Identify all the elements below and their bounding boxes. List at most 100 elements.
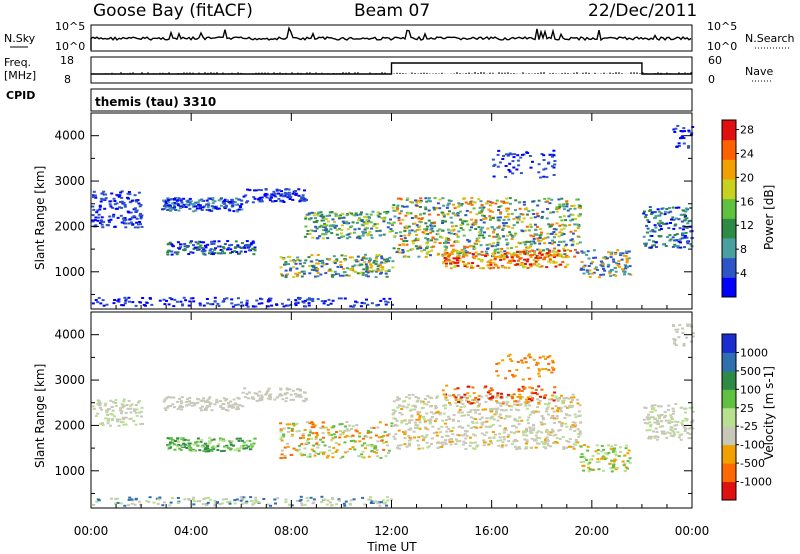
velocity-cell [648,429,652,432]
power-cell [409,248,413,251]
power-cell [622,254,626,257]
power-cell [116,207,119,210]
power-cell [383,258,387,261]
power-cell [168,204,172,207]
velocity-cell [490,389,494,392]
velocity-cell [495,370,499,373]
power-cell [319,211,323,214]
velocity-cell [496,392,500,395]
power-cell [673,243,677,246]
power-cell [572,204,576,207]
power-cell [303,262,307,264]
power-cell [192,210,196,213]
velocity-cell [686,323,689,326]
velocity-cell [269,504,272,507]
power-cell [546,253,550,256]
velocity-cell [317,444,321,446]
velocity-cell [120,410,124,413]
power-cell [348,236,352,239]
power-cell [272,200,275,203]
velocity-cell [420,401,424,404]
velocity-cell [564,413,568,416]
power-cell [97,297,101,299]
power-cell [107,219,111,222]
velocity-cell [218,503,222,506]
power-cell [617,265,621,268]
velocity-cell [512,424,516,427]
velocity-cell [550,366,554,369]
power-cell [382,220,386,223]
power-cell [359,305,363,308]
velocity-cell [317,453,321,455]
power-cell [311,265,315,268]
power-cell [551,254,555,257]
velocity-cell [482,444,486,447]
velocity-cell [226,501,229,504]
velocity-cell [506,435,510,438]
power-cell [239,250,243,253]
velocity-colorbar-tick-label: 100 [740,383,761,396]
power-cell [445,262,448,265]
velocity-cell [187,498,191,500]
power-cell [112,213,116,216]
power-cell [359,272,363,275]
power-cell [398,231,402,234]
power-cell [533,216,537,219]
power-cell [175,300,179,303]
velocity-cell [128,496,132,499]
velocity-cell [489,396,493,399]
power-cell [192,248,196,250]
velocity-cell [647,413,650,416]
velocity-cell [489,387,493,390]
power-cell [539,228,543,231]
power-cell [415,229,419,231]
power-cell [650,235,654,237]
power-cell [233,246,237,249]
power-cell [319,273,323,276]
power-cell [496,251,500,254]
power-cell [128,300,131,303]
power-cell [535,233,539,236]
velocity-cell [503,417,507,420]
power-cell [253,249,257,252]
power-cell [270,304,274,307]
velocity-cell [121,416,125,419]
velocity-cell [114,404,118,407]
velocity-cell [676,328,680,331]
power-cell [522,203,526,206]
velocity-cell [609,467,613,470]
power-cell [236,209,240,212]
velocity-cell [430,396,433,399]
velocity-cell [345,421,349,423]
power-cell [102,304,106,307]
power-cell [552,236,556,239]
power-cell [459,204,463,207]
power-cell [112,215,115,218]
power-cell [307,302,311,305]
power-cell [522,250,526,253]
velocity-cell [180,408,184,411]
velocity-cell [592,468,596,471]
power-cell [504,153,508,156]
power-cell [328,258,332,261]
velocity-cell [409,427,413,430]
velocity-cell [555,397,559,400]
velocity-cell [140,406,144,409]
power-cell [345,214,349,217]
power-cell [127,191,131,193]
power-cell [138,221,142,223]
power-cell [173,206,177,209]
power-cell [308,233,312,235]
velocity-cell [546,356,550,359]
velocity-cell [417,418,421,421]
velocity-cell [313,424,317,427]
velocity-cell [650,405,654,408]
velocity-cell [578,414,582,417]
power-cell [527,229,531,232]
power-cell [108,215,112,218]
power-cell [321,259,325,262]
power-cell [547,260,551,263]
power-cell [353,304,356,307]
power-cell [562,224,566,227]
power-cell [521,264,525,267]
